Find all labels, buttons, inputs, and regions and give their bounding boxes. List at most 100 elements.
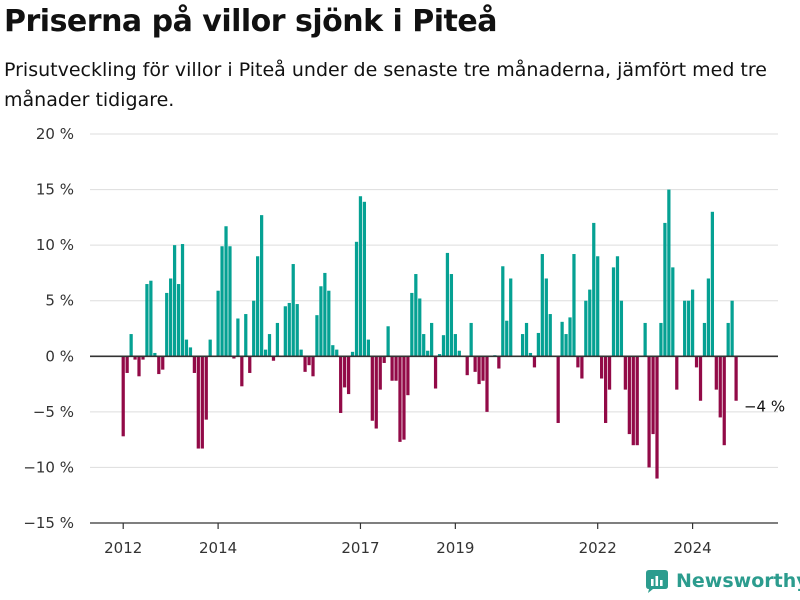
bar	[548, 314, 552, 357]
x-tick-label: 2014	[199, 539, 237, 557]
bar	[631, 356, 635, 446]
bar	[394, 356, 398, 381]
bar	[248, 356, 252, 373]
bar	[133, 356, 137, 360]
x-tick-label: 2012	[104, 539, 142, 557]
bar	[244, 314, 248, 357]
bar	[592, 222, 596, 357]
axes	[90, 355, 778, 529]
bar	[730, 300, 734, 357]
bar	[283, 306, 287, 357]
bar	[260, 215, 264, 357]
bar	[572, 254, 576, 357]
bar	[382, 356, 386, 363]
bar	[643, 322, 647, 357]
bar	[200, 356, 204, 449]
bar	[224, 226, 228, 357]
bar	[386, 326, 390, 357]
bar	[350, 351, 355, 357]
bar	[556, 356, 560, 423]
bar	[524, 322, 529, 357]
bars	[121, 189, 738, 479]
last-value-annotation: −4 %	[744, 398, 785, 416]
chart-subtitle: Prisutveckling för villor i Piteå under …	[4, 59, 767, 111]
bar	[299, 349, 303, 357]
bar	[544, 278, 548, 357]
newsworthy-logo[interactable]: Newsworthy	[644, 568, 800, 594]
bar	[216, 290, 220, 357]
bar	[477, 356, 481, 385]
bar	[667, 189, 671, 357]
bar	[228, 246, 232, 357]
bar	[647, 356, 651, 468]
bar	[208, 339, 212, 357]
bar	[204, 356, 208, 420]
bar	[497, 356, 501, 369]
bar	[311, 356, 315, 377]
bar	[714, 356, 718, 390]
bar	[532, 356, 537, 368]
bar	[339, 356, 343, 413]
bar	[236, 318, 240, 357]
bar	[615, 256, 620, 357]
bar	[220, 246, 224, 357]
y-tick-label: −15 %	[23, 514, 74, 532]
bar	[702, 322, 707, 357]
bar	[568, 317, 572, 357]
bar	[505, 320, 509, 357]
y-tick-label: 0 %	[45, 347, 74, 365]
bar	[374, 356, 378, 429]
bar	[520, 334, 525, 357]
bar	[433, 356, 438, 389]
x-tick-label: 2024	[673, 539, 711, 557]
bar	[129, 334, 133, 357]
bar	[398, 356, 402, 442]
bar	[663, 222, 667, 357]
brand-name: Newsworthy	[676, 570, 800, 592]
bar	[378, 356, 382, 390]
bar	[453, 334, 457, 357]
bar	[165, 292, 169, 357]
y-tick-label: −5 %	[33, 403, 74, 421]
bar	[331, 345, 335, 357]
bar	[694, 356, 699, 368]
bar	[469, 322, 473, 357]
bar	[690, 289, 695, 357]
bar	[536, 332, 541, 357]
bar	[584, 300, 588, 357]
bar	[473, 356, 477, 372]
bar	[481, 356, 485, 381]
bar	[509, 278, 513, 357]
bar	[145, 284, 149, 357]
bar	[172, 245, 177, 357]
bar	[354, 241, 359, 357]
bar	[366, 339, 370, 357]
bar	[196, 356, 200, 449]
bar	[346, 356, 351, 395]
bar	[457, 350, 461, 357]
bar	[267, 334, 272, 357]
bar	[390, 356, 394, 381]
bar	[607, 356, 612, 390]
bar	[627, 356, 631, 435]
bar	[180, 244, 185, 357]
bar	[263, 349, 268, 357]
bar	[402, 356, 406, 440]
bar	[441, 335, 446, 357]
bar	[465, 356, 469, 376]
bar	[295, 304, 299, 357]
bar	[418, 298, 422, 357]
bar	[291, 264, 295, 357]
bar	[718, 356, 722, 418]
bar	[323, 272, 327, 357]
bar	[623, 356, 627, 390]
bar	[588, 289, 592, 357]
bar	[430, 322, 434, 357]
bar	[319, 286, 323, 357]
bar	[710, 211, 714, 357]
bar	[287, 302, 291, 357]
bar	[303, 356, 307, 372]
bar	[726, 322, 730, 357]
y-tick-label: 15 %	[36, 181, 74, 199]
